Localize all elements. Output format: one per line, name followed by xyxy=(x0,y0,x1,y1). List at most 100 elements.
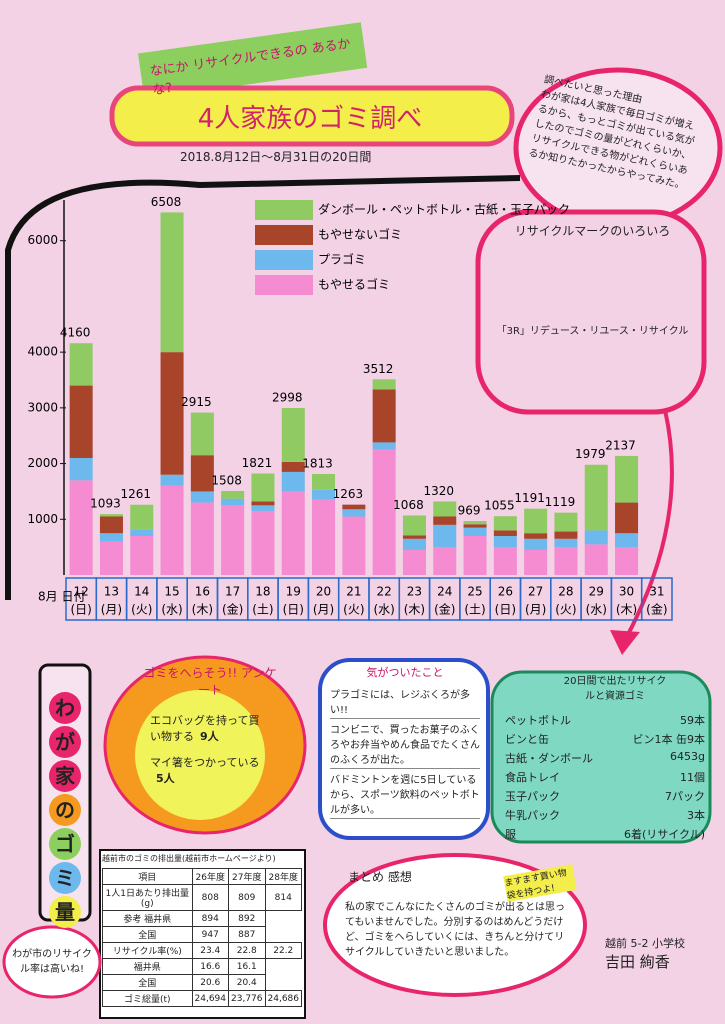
table-row: 全国 20.6 20.4 xyxy=(102,974,302,991)
weekday-label: (日) xyxy=(283,603,304,617)
bar-segment xyxy=(130,536,154,575)
resource-row: 服 6着(リサイクル) xyxy=(505,826,705,842)
bar-segment xyxy=(493,536,517,548)
summary-text: 私の家でこんなにたくさんのゴミが出るとは思ってもいませんでした。分別するのはめん… xyxy=(345,902,565,958)
weekday-label: (金) xyxy=(646,602,667,617)
header-cell: 28年度 xyxy=(264,868,302,885)
city-bubble-text: わが市のリサイクル率は高いね! xyxy=(12,949,92,975)
table-cell: 24,694 xyxy=(191,990,229,1007)
resource-cell: 6453g xyxy=(670,750,705,763)
bar-segment xyxy=(251,505,275,511)
bar-segment xyxy=(615,455,639,503)
weekday-label: (金) xyxy=(222,602,243,617)
total-label: 2915 xyxy=(181,395,212,409)
x-tick-label: 30 xyxy=(619,585,634,599)
survey-pie xyxy=(135,690,265,820)
side-char: わ xyxy=(49,692,81,724)
bar-segment xyxy=(493,516,517,531)
legend-label: もやせないゴミ xyxy=(318,227,402,242)
bar-segment xyxy=(463,527,487,536)
header-cell: 27年度 xyxy=(228,868,266,885)
table-cell: 23.4 xyxy=(191,942,229,959)
x-tick-label: 14 xyxy=(134,585,149,599)
bar-segment xyxy=(433,547,457,575)
bar-segment xyxy=(99,514,123,517)
bar-segment xyxy=(190,455,214,492)
header-cell: 26年度 xyxy=(191,868,229,885)
bar-segment xyxy=(342,509,366,517)
table-cell: 23,776 xyxy=(228,990,266,1007)
bar-segment xyxy=(372,379,396,390)
x-tick-label: 20 xyxy=(316,585,331,599)
bar-segment xyxy=(281,461,305,472)
side-char: が xyxy=(49,726,81,758)
arrow xyxy=(623,409,674,641)
bar-segment xyxy=(342,504,366,510)
resources-rows: ペットボトル 59本 ビンと缶 ビン1本 缶9本 古紙・ダンボール 6453g 食品トレイ 1… xyxy=(505,712,705,845)
date-cell xyxy=(640,577,673,621)
y-tick-label: 4000 xyxy=(27,345,58,359)
bar-segment xyxy=(342,516,366,575)
weekday-label: (木) xyxy=(192,603,213,617)
x-tick-label: 28 xyxy=(558,585,573,599)
bar-segment xyxy=(130,529,154,536)
total-label: 1055 xyxy=(484,499,515,513)
bar-segment xyxy=(493,547,517,575)
y-tick-label: 3000 xyxy=(27,400,58,414)
bar-segment xyxy=(584,530,608,545)
x-tick-label: 27 xyxy=(528,585,543,599)
table: 項目 26年度 27年度 28年度 1人1日あたり排出量(g) 808 809 814 参考 福… xyxy=(102,868,302,1007)
table-cell: 1人1日あたり排出量(g) xyxy=(102,884,193,911)
bar-segment xyxy=(615,533,639,548)
total-label: 6508 xyxy=(151,195,182,209)
resource-cell: ビンと缶 xyxy=(505,733,549,746)
table-cell: 24,686 xyxy=(264,990,302,1007)
weekday-label: (水) xyxy=(161,603,182,617)
resource-row: 牛乳パック 3本 xyxy=(505,807,705,823)
table-cell: 808 xyxy=(191,884,229,911)
table-cell: 892 xyxy=(228,910,266,927)
bar-segment xyxy=(402,515,426,536)
bar-segment xyxy=(524,533,548,539)
author: 越前 5-2 小学校 吉田 絢香 xyxy=(605,935,715,972)
total-label: 1261 xyxy=(120,487,151,501)
table-cell: 参考 福井県 xyxy=(102,910,193,927)
notice-line: コンビニで、買ったお菓子のふくろやお弁当やめん食品でたくさんのふくろが出た。 xyxy=(330,723,480,769)
arrow-head xyxy=(610,630,640,655)
summary-heading: まとめ 感想 xyxy=(348,870,412,884)
bar-segment xyxy=(99,541,123,575)
table-row: ゴミ総量(t) 24,694 23,776 24,686 xyxy=(102,990,302,1007)
total-label: 1821 xyxy=(242,456,273,470)
table-title: 越前市のゴミの排出量(越前市ホームページより) xyxy=(102,854,276,863)
weekday-label: (月) xyxy=(101,603,122,617)
bar-segment xyxy=(281,471,305,492)
x-tick-label: 29 xyxy=(589,585,604,599)
survey-item: エコバッグを持って買い物する 9人 xyxy=(150,712,260,744)
weekday-label: (土) xyxy=(252,603,273,617)
x-tick-label: 22 xyxy=(377,585,392,599)
bar-segment xyxy=(69,343,93,386)
resource-row: ペットボトル 59本 xyxy=(505,712,705,728)
bar-segment xyxy=(190,412,214,456)
bar-segment xyxy=(433,524,457,548)
author-school: 越前 5-2 小学校 xyxy=(605,937,685,950)
bar-segment xyxy=(433,516,457,525)
bar-segment xyxy=(463,521,487,525)
subtitle-band xyxy=(138,22,368,100)
table-cell: 20.6 xyxy=(191,974,229,991)
table-cell: 全国 xyxy=(102,926,193,943)
bar-segment xyxy=(190,491,214,503)
bar-segment xyxy=(69,480,93,575)
title: 4人家族のゴミ調べ xyxy=(197,104,423,134)
weekday-label: (日) xyxy=(495,603,516,617)
bar-segment xyxy=(281,491,305,575)
resource-cell: 服 xyxy=(505,828,516,841)
table-row: 参考 福井県 894 892 xyxy=(102,910,302,927)
chart: 1000 2000 3000 4000 6000 4160 12 (日) 1093 13 (月) 12… xyxy=(27,195,673,621)
table-cell: 894 xyxy=(191,910,229,927)
x-tick-label: 16 xyxy=(195,585,210,599)
table-row: 福井県 16.6 16.1 xyxy=(102,958,302,975)
resource-row: ビンと缶 ビン1本 缶9本 xyxy=(505,731,705,747)
bar-segment xyxy=(190,502,214,575)
total-label: 2137 xyxy=(605,438,636,452)
